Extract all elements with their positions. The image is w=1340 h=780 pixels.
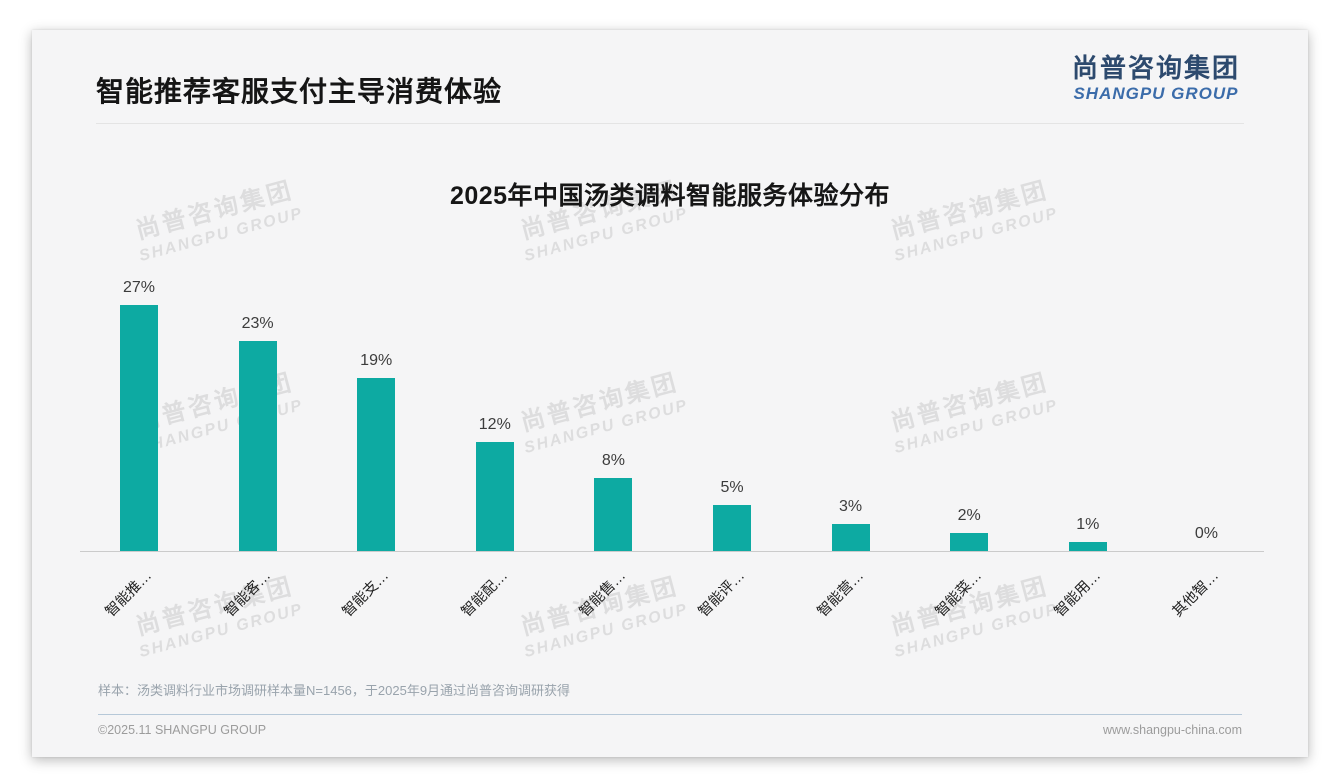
watermark: 尚普咨询集团 SHANGPU GROUP bbox=[883, 361, 1061, 458]
bar bbox=[357, 378, 396, 551]
watermark-en: SHANGPU GROUP bbox=[892, 204, 1061, 265]
watermark-cn: 尚普咨询集团 bbox=[518, 368, 682, 437]
bar-value-label: 27% bbox=[122, 279, 156, 296]
x-axis-label: 智能客… bbox=[221, 567, 274, 621]
bar-value-label: 5% bbox=[720, 479, 744, 496]
company-logo-en: SHANGPU GROUP bbox=[1073, 83, 1239, 103]
bar bbox=[713, 505, 751, 551]
x-axis-label: 智能配… bbox=[458, 567, 511, 621]
bar bbox=[594, 478, 633, 551]
bar-value-label: 19% bbox=[360, 352, 393, 369]
bar bbox=[1068, 542, 1107, 551]
watermark-cn: 尚普咨询集团 bbox=[888, 368, 1052, 437]
footer-copyright: ©2025.11 SHANGPU GROUP bbox=[98, 723, 267, 737]
x-axis-label: 智能支… bbox=[340, 567, 393, 621]
bar-value-label: 1% bbox=[1076, 516, 1100, 533]
x-axis-label: 智能推… bbox=[102, 567, 156, 621]
footer-divider bbox=[98, 714, 1242, 715]
x-axis-label: 智能用… bbox=[1051, 567, 1104, 621]
watermark-en: SHANGPU GROUP bbox=[522, 396, 691, 457]
bar bbox=[120, 305, 158, 551]
watermark-en: SHANGPU GROUP bbox=[137, 204, 306, 265]
x-axis-label: 智能菜… bbox=[933, 567, 986, 621]
title-divider bbox=[96, 123, 1244, 124]
bar bbox=[831, 524, 870, 551]
x-axis-line bbox=[80, 551, 1264, 552]
chart-title: 2025年中国汤类调料智能服务体验分布 bbox=[449, 182, 891, 210]
x-axis-label: 其他智… bbox=[1170, 567, 1223, 621]
footer-website: www.shangpu-china.com bbox=[1103, 723, 1242, 737]
bar-value-label: 23% bbox=[241, 315, 274, 332]
bar-value-label: 0% bbox=[1194, 525, 1218, 542]
company-logo: 尚普咨询集团 SHANGPU GROUP bbox=[1072, 54, 1240, 104]
watermark-en: SHANGPU GROUP bbox=[522, 204, 691, 265]
bar-value-label: 12% bbox=[478, 416, 511, 433]
sample-footnote: 样本：汤类调料行业市场调研样本量N=1456，于2025年9月通过尚普咨询调研获… bbox=[98, 683, 571, 698]
company-logo-cn: 尚普咨询集团 bbox=[1071, 53, 1240, 83]
watermark-en: SHANGPU GROUP bbox=[892, 396, 1061, 457]
bar-value-label: 2% bbox=[957, 507, 981, 524]
watermark-en: SHANGPU GROUP bbox=[137, 396, 306, 457]
x-axis-label: 智能评… bbox=[695, 567, 749, 621]
bar bbox=[950, 533, 989, 551]
slide-card: 智能推荐客服支付主导消费体验 尚普咨询集团 SHANGPU GROUP 2025… bbox=[32, 30, 1308, 757]
x-axis-label: 智能售… bbox=[577, 567, 630, 621]
bar bbox=[238, 341, 277, 551]
watermark: 尚普咨询集团 SHANGPU GROUP bbox=[513, 361, 691, 458]
bar-value-label: 3% bbox=[839, 498, 863, 515]
page-title: 智能推荐客服支付主导消费体验 bbox=[96, 76, 503, 107]
bar-value-label: 8% bbox=[601, 452, 625, 469]
x-axis-label: 智能营… bbox=[814, 567, 867, 621]
bar bbox=[475, 442, 514, 551]
